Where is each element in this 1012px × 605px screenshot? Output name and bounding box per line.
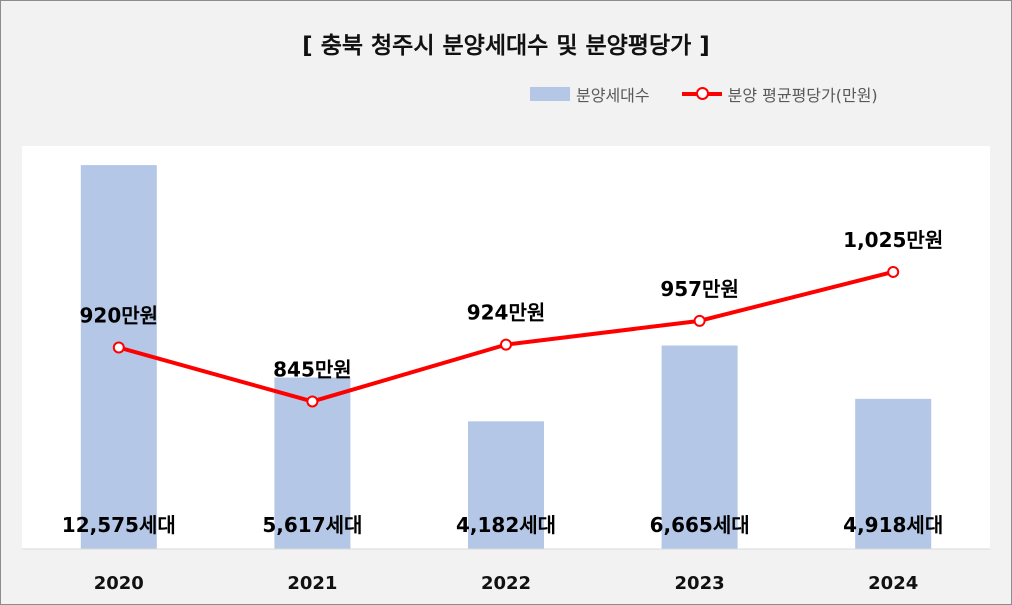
x-tick-2020: 2020 — [94, 573, 144, 594]
line-point-2020 — [112, 341, 125, 354]
line-label-2023: 957만원 — [660, 277, 739, 301]
bar-2023 — [661, 345, 738, 549]
x-tick-2022: 2022 — [481, 573, 531, 594]
bar-label-2020: 12,575세대 — [62, 513, 176, 537]
chart-title: [ 충북 청주시 분양세대수 및 분양평당가 ] — [302, 33, 710, 59]
x-tick-2024: 2024 — [868, 573, 918, 594]
bar-label-2024: 4,918세대 — [843, 513, 943, 537]
legend-swatch-line — [681, 87, 722, 100]
bar-2020 — [80, 165, 157, 550]
bar-label-2023: 6,665세대 — [650, 513, 750, 537]
line-label-2020: 920만원 — [80, 304, 159, 328]
legend-swatch-bar — [530, 87, 570, 101]
x-tick-2023: 2023 — [675, 573, 725, 594]
bar-2024 — [855, 398, 932, 549]
line-label-2024: 1,025만원 — [843, 228, 943, 252]
line-point-2022 — [500, 338, 512, 351]
legend: 분양세대수 분양 평균평당가(만원) — [530, 82, 878, 106]
line-point-2021 — [306, 395, 319, 408]
line-point-2024 — [887, 265, 900, 278]
legend-label-bar: 분양세대수 — [576, 86, 650, 105]
bar-label-2022: 4,182세대 — [456, 513, 556, 537]
legend-label-line: 분양 평균평당가(만원) — [727, 86, 878, 105]
x-tick-2021: 2021 — [287, 573, 337, 594]
line-point-2023 — [693, 314, 706, 327]
line-label-2021: 845만원 — [273, 357, 352, 381]
bar-label-2021: 5,617세대 — [262, 513, 362, 537]
bar-2022 — [468, 421, 544, 549]
line-label-2022: 924만원 — [467, 301, 546, 325]
